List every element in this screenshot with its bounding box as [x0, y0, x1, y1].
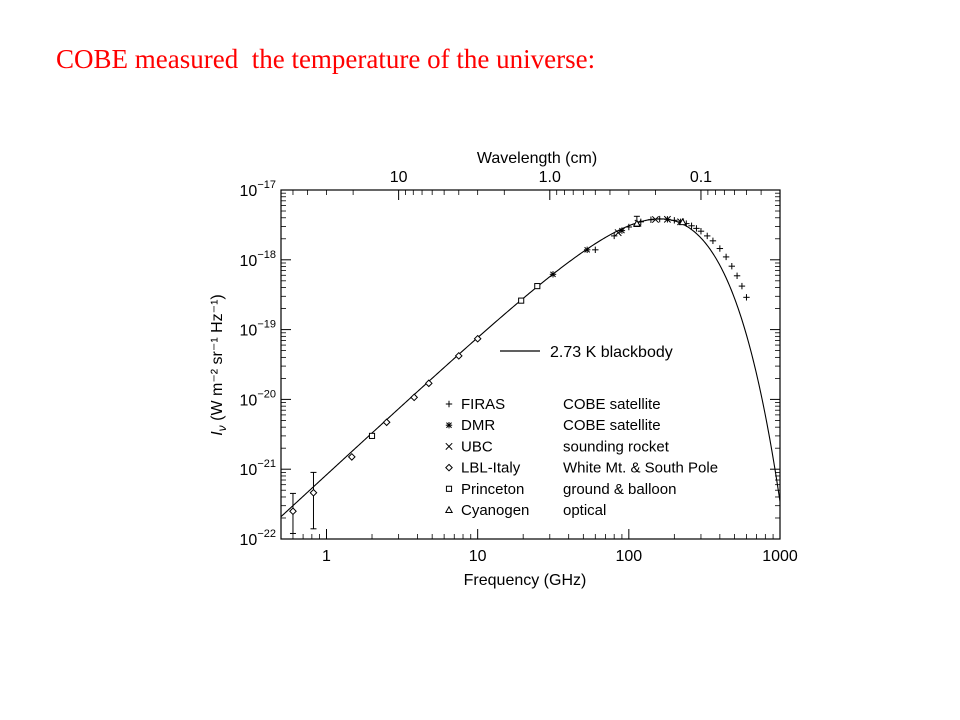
- data-point: [716, 245, 724, 252]
- slide-title: COBE measured the temperature of the uni…: [56, 44, 596, 74]
- data-point: [368, 432, 376, 439]
- data-point: [549, 271, 557, 278]
- y-tick-label: 10−17: [240, 179, 276, 200]
- series-lbl-italy: [289, 334, 482, 516]
- data-point: [678, 217, 687, 226]
- x-tick-label: 10: [469, 548, 487, 565]
- x-tick-label: 1000: [762, 548, 798, 565]
- svg-text:Iν (W m⁻² sr⁻¹ Hz⁻¹): Iν (W m⁻² sr⁻¹ Hz⁻¹): [209, 294, 229, 436]
- legend-description: ground & balloon: [563, 481, 676, 498]
- y-tick-label: 10−19: [240, 319, 276, 340]
- legend-name: LBL-Italy: [461, 460, 521, 477]
- data-point: [534, 283, 541, 290]
- data-point: [632, 219, 641, 227]
- data-point: [647, 216, 655, 223]
- data-point: [625, 223, 633, 231]
- data-point: [410, 393, 419, 402]
- x-tick-label: 100: [615, 548, 642, 565]
- data-point: [671, 217, 678, 224]
- data-point: [728, 262, 736, 270]
- data-point: [709, 237, 717, 245]
- data-point: [309, 488, 318, 497]
- series-ubc: [614, 215, 685, 237]
- legend-name: UBC: [461, 438, 493, 455]
- top-tick-label: 1.0: [539, 169, 561, 186]
- y-axis-ticks: 10−17 10−18 10−19 10−20 10−21 10−22: [240, 179, 780, 549]
- legend-name: FIRAS: [461, 396, 505, 413]
- curve-legend-label: 2.73 K blackbody: [550, 344, 673, 361]
- top-axis-label: Wavelength (cm): [477, 150, 597, 167]
- y-tick-label: 10−22: [240, 528, 276, 549]
- y-tick-label: 10−20: [240, 388, 276, 409]
- legend-description: sounding rocket: [563, 438, 670, 455]
- legend-symbol: [445, 442, 453, 450]
- data-point: [610, 232, 618, 240]
- x-tick-label: 1: [322, 548, 331, 565]
- legend-name: Cyanogen: [461, 502, 529, 519]
- top-tick-label: 0.1: [690, 169, 712, 186]
- data-point: [614, 229, 622, 237]
- series-firas: [592, 215, 750, 301]
- data-point: [454, 351, 463, 360]
- legend-symbol: [445, 485, 453, 492]
- data-point: [518, 297, 525, 304]
- y-tick-label: 10−21: [240, 458, 276, 479]
- data-point: [382, 418, 391, 427]
- data-point: [289, 507, 297, 516]
- plot-border: [280, 189, 781, 540]
- plot-frame: [280, 189, 781, 540]
- data-point: [651, 215, 660, 224]
- blackbody-curve-layer: 2.73 K blackbody: [281, 218, 780, 518]
- y-axis-label-subscript: ν: [215, 425, 229, 431]
- top-axis-ticks: 10 1.0 0.1: [280, 169, 781, 200]
- data-point: [656, 215, 663, 223]
- legend-symbol: [444, 505, 454, 514]
- data-point: [722, 253, 730, 261]
- data-point: [688, 222, 695, 229]
- y-axis-label: I: [209, 431, 226, 436]
- data-point: [697, 227, 705, 235]
- legend-description: COBE satellite: [563, 396, 661, 413]
- legend-description: COBE satellite: [563, 417, 661, 434]
- legend: FIRAS COBE satellite DMR COBE satellite UBC s…: [444, 396, 718, 519]
- series-princeton: [368, 283, 541, 439]
- legend-description: optical: [563, 502, 606, 519]
- x-axis-label: Frequency (GHz): [464, 572, 587, 589]
- data-point: [743, 294, 750, 301]
- x-axis-ticks: 1 10 100 1000: [280, 529, 798, 565]
- data-point: [663, 215, 671, 223]
- y-axis-label-units: (W m⁻² sr⁻¹ Hz⁻¹): [209, 294, 226, 421]
- data-point: [473, 334, 482, 343]
- legend-symbol: [445, 463, 453, 472]
- data-point: [592, 246, 599, 254]
- legend-description: White Mt. & South Pole: [563, 460, 718, 477]
- y-axis-label-group: Iν (W m⁻² sr⁻¹ Hz⁻¹): [209, 294, 229, 436]
- legend-name: DMR: [461, 417, 495, 434]
- data-point: [693, 225, 700, 232]
- data-point: [424, 379, 433, 388]
- blackbody-curve: [281, 218, 780, 518]
- data-point: [347, 453, 356, 461]
- data-point: [733, 272, 741, 279]
- legend-name: Princeton: [461, 481, 524, 498]
- data-point: [738, 282, 746, 290]
- legend-symbol: [445, 400, 453, 408]
- data-points-layer: [289, 215, 750, 534]
- top-tick-label: 10: [390, 169, 408, 186]
- y-tick-label: 10−18: [240, 249, 276, 270]
- data-point: [583, 246, 591, 254]
- series-cyanogen: [632, 217, 687, 227]
- data-point: [704, 232, 711, 240]
- error-bar: [310, 471, 317, 530]
- legend-symbol: [445, 422, 453, 429]
